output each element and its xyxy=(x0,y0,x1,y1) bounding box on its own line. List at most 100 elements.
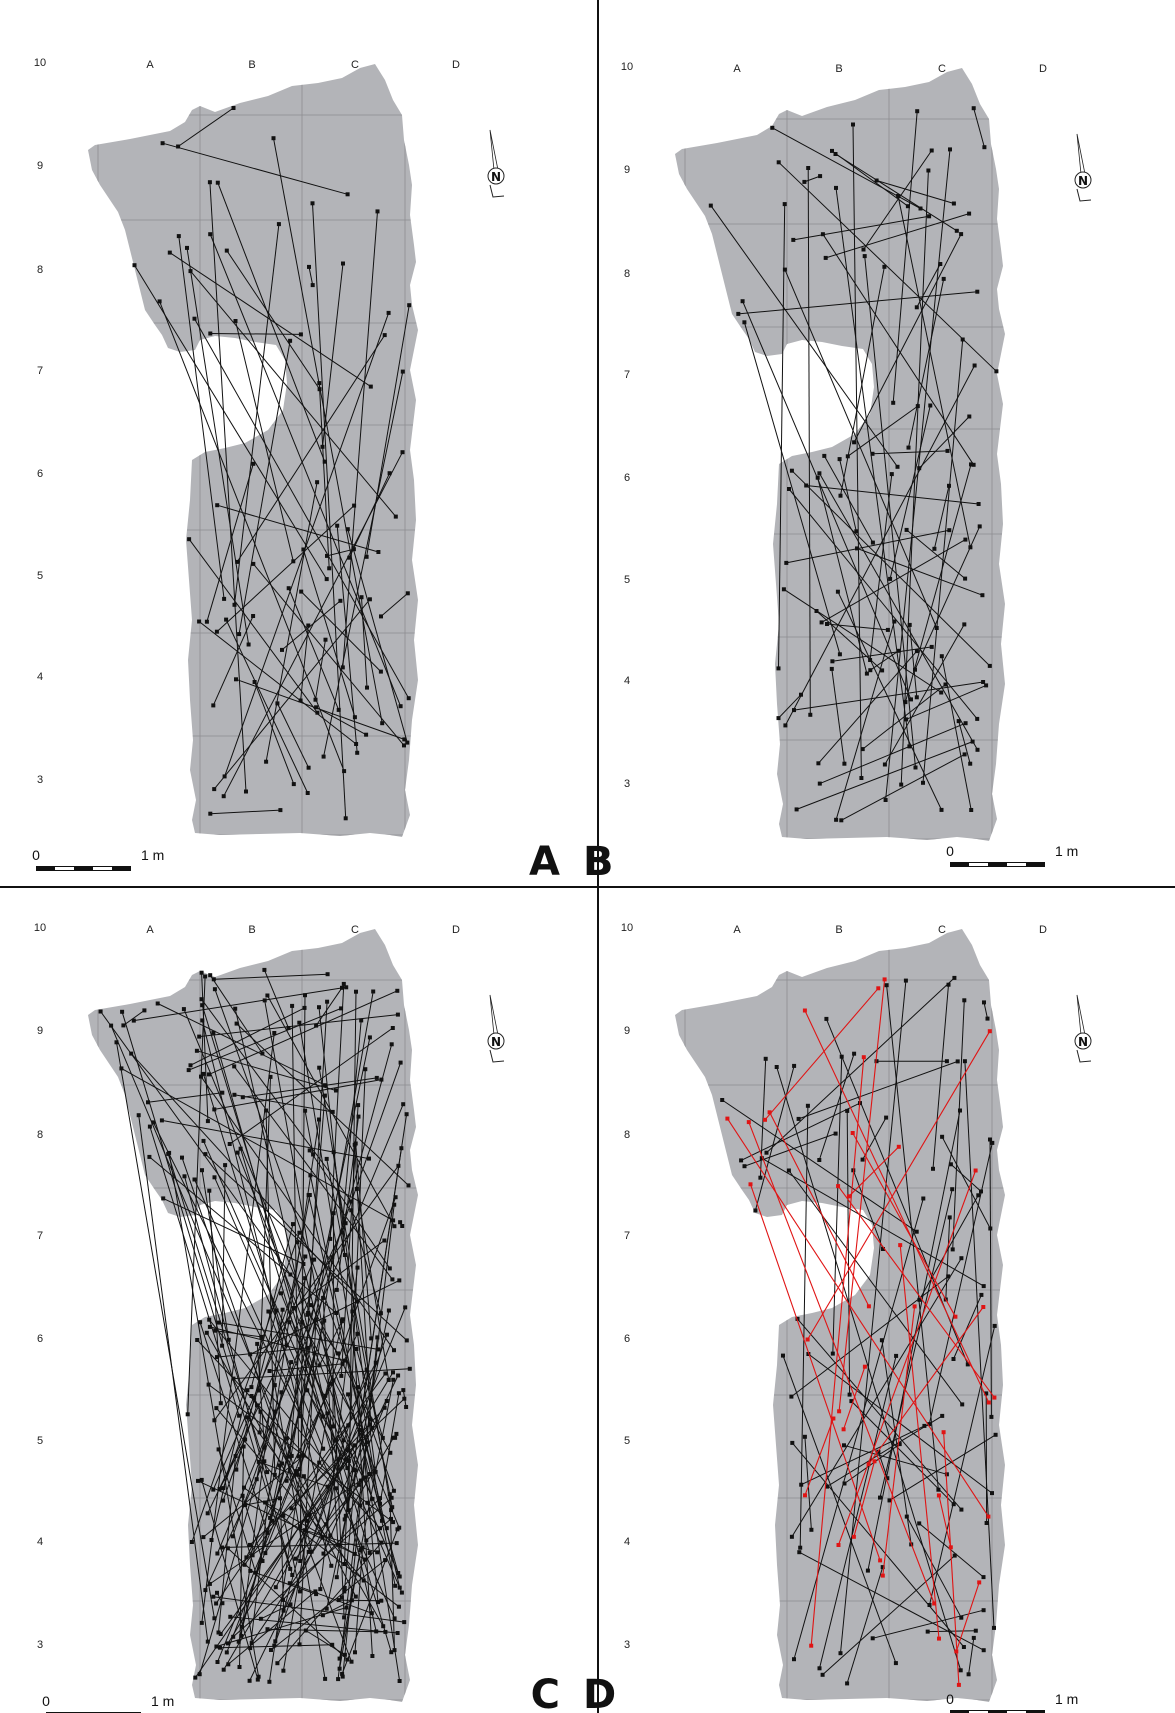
refit-point xyxy=(399,1590,404,1595)
refit-line xyxy=(200,1076,395,1351)
refit-point xyxy=(318,1587,323,1592)
refit-line xyxy=(215,1520,273,1604)
refit-line xyxy=(286,991,374,1481)
refit-point xyxy=(199,1620,204,1625)
refit-point xyxy=(200,1018,205,1023)
refit-line-highlight xyxy=(804,1010,990,1403)
refit-point xyxy=(201,1071,206,1076)
refit-point xyxy=(786,1168,791,1173)
refit-point xyxy=(314,1023,319,1028)
refit-line xyxy=(816,610,883,671)
refit-point xyxy=(887,1498,892,1503)
row-label: 7 xyxy=(37,1230,43,1242)
refit-point xyxy=(972,363,977,368)
refit-point xyxy=(211,1487,216,1492)
refit-line xyxy=(341,1020,362,1233)
refit-line xyxy=(983,1002,988,1019)
refit-line xyxy=(380,592,409,617)
refit-point xyxy=(260,1559,265,1563)
scale-start-label: 0 xyxy=(42,1693,50,1709)
refit-point xyxy=(894,1353,899,1358)
refit-point xyxy=(379,614,383,619)
refit-point xyxy=(293,1556,298,1561)
refit-point xyxy=(950,1187,955,1192)
refit-line-highlight xyxy=(882,1306,916,1576)
refit-line xyxy=(989,1139,992,1417)
refit-point xyxy=(990,1491,994,1496)
refit-line xyxy=(743,322,841,655)
refit-point xyxy=(181,1007,186,1012)
refit-point xyxy=(378,669,383,674)
refit-point xyxy=(212,787,217,792)
refit-point xyxy=(290,1573,295,1577)
refit-point xyxy=(929,644,934,649)
refit-point xyxy=(310,201,315,206)
refit-line xyxy=(876,180,955,204)
refit-line xyxy=(853,233,962,443)
refit-point xyxy=(937,1636,941,1641)
refit-line xyxy=(177,107,234,147)
refit-line xyxy=(240,1148,392,1653)
refit-point xyxy=(255,1677,260,1682)
refit-point xyxy=(850,1131,855,1135)
refit-lines xyxy=(720,975,998,1687)
refit-point xyxy=(320,444,325,449)
refit-line xyxy=(318,1320,343,1366)
refit-point xyxy=(940,1134,945,1139)
refit-point xyxy=(233,1006,238,1011)
row-label: 8 xyxy=(37,1129,43,1141)
refit-point xyxy=(981,1648,986,1653)
refit-line xyxy=(243,1487,400,1608)
refit-point xyxy=(204,1330,209,1335)
refit-line xyxy=(199,1014,398,1038)
refit-point xyxy=(253,1570,258,1575)
refit-line xyxy=(235,320,294,562)
scale-end-label: 1 m xyxy=(151,1693,174,1709)
refit-point xyxy=(313,1318,318,1322)
refit-point xyxy=(396,1391,401,1396)
refit-point xyxy=(223,1163,228,1168)
refit-line xyxy=(196,1050,337,1091)
refit-line xyxy=(360,1430,401,1682)
refit-point xyxy=(342,769,347,774)
refit-point xyxy=(291,1222,295,1227)
refit-point xyxy=(803,1493,807,1498)
refit-point xyxy=(221,1486,226,1491)
refit-line-highlight xyxy=(837,1170,977,1546)
refit-point xyxy=(805,1337,810,1342)
refit-point xyxy=(288,1566,293,1571)
north-label: N xyxy=(491,170,501,184)
refit-line xyxy=(227,1547,348,1660)
refit-point xyxy=(151,1120,156,1125)
row-label: 5 xyxy=(624,1435,630,1447)
refit-line xyxy=(906,1516,962,1618)
refit-point xyxy=(961,1645,966,1649)
refit-point xyxy=(992,1625,996,1630)
refit-point xyxy=(960,1402,965,1407)
refit-point xyxy=(306,1549,311,1554)
refit-point xyxy=(354,1347,359,1351)
refit-line-highlight xyxy=(804,1418,834,1496)
refit-point xyxy=(312,1257,317,1262)
refit-line xyxy=(214,989,395,1491)
refit-point xyxy=(874,178,879,183)
refit-point xyxy=(330,1255,335,1260)
refit-line xyxy=(344,1437,394,1520)
refit-point xyxy=(267,1679,272,1684)
refit-point xyxy=(277,1463,282,1468)
refit-point xyxy=(818,174,823,179)
refit-point xyxy=(265,1470,270,1475)
refit-point xyxy=(981,1284,986,1289)
refit-point xyxy=(301,1262,306,1266)
refit-point xyxy=(927,1603,932,1607)
refit-point xyxy=(825,1484,829,1489)
refit-point xyxy=(774,1065,779,1069)
refit-point xyxy=(353,1141,358,1146)
refit-line xyxy=(221,1165,226,1346)
refit-line xyxy=(322,263,344,447)
refit-point xyxy=(797,1550,802,1555)
refit-point xyxy=(789,468,794,473)
refit-line xyxy=(831,668,845,764)
refit-point xyxy=(931,1166,935,1171)
refit-line xyxy=(211,1390,248,1541)
